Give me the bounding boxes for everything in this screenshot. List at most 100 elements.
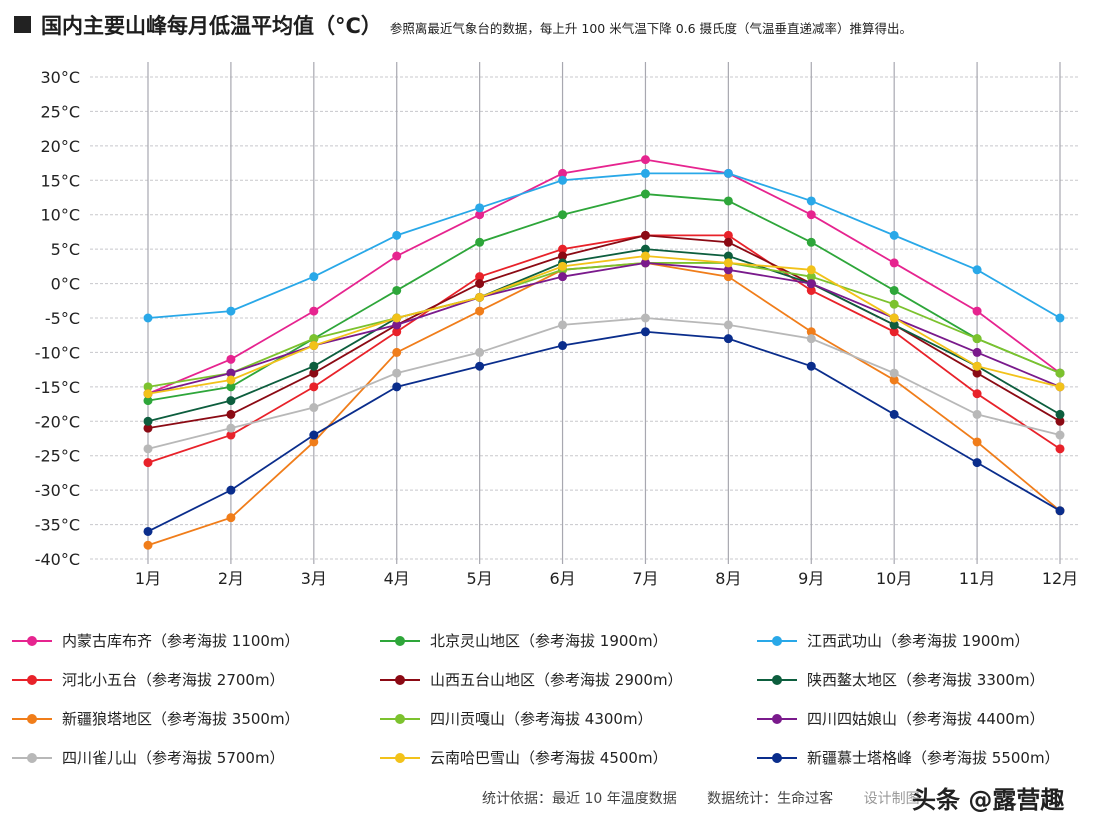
y-tick-label: 25°C: [40, 102, 80, 121]
data-point: [806, 272, 816, 282]
data-point: [806, 361, 816, 371]
data-point: [723, 237, 733, 247]
legend-item: 新疆狼塔地区（参考海拔 3500m）: [12, 708, 300, 729]
data-point: [475, 210, 485, 220]
x-tick-label: 3月: [301, 569, 327, 588]
legend-item: 四川贡嘎山（参考海拔 4300m）: [380, 708, 653, 729]
data-point: [475, 272, 485, 282]
y-tick-label: -15°C: [35, 378, 80, 397]
data-point: [143, 313, 153, 323]
data-point: [889, 409, 899, 419]
y-tick-label: 10°C: [40, 206, 80, 225]
data-point: [889, 320, 899, 330]
data-point: [723, 272, 733, 282]
data-point: [475, 292, 485, 302]
data-point: [143, 416, 153, 426]
data-point: [889, 285, 899, 295]
data-point: [889, 327, 899, 337]
data-point: [226, 306, 236, 316]
x-tick-label: 10月: [876, 569, 912, 588]
legend-label: 北京灵山地区（参考海拔 1900m）: [430, 632, 668, 650]
legend-marker-icon: [380, 712, 420, 726]
series-line: [147, 248, 1061, 423]
data-point: [889, 313, 899, 323]
legend-marker-icon: [757, 673, 797, 687]
y-tick-label: -40°C: [35, 550, 80, 569]
legend-label: 四川四姑娘山（参考海拔 4400m）: [807, 710, 1045, 728]
series-line: [147, 158, 1061, 395]
data-point: [309, 272, 319, 282]
data-point: [806, 285, 816, 295]
data-point: [226, 513, 236, 523]
data-point: [1055, 416, 1065, 426]
series-line: [147, 262, 1061, 395]
data-point: [723, 230, 733, 240]
y-tick-label: -10°C: [35, 343, 80, 362]
series-line: [147, 234, 1061, 464]
data-point: [558, 210, 568, 220]
data-point: [723, 334, 733, 344]
title-main: 国内主要山峰每月低温平均值（°C）: [41, 14, 382, 38]
data-point: [972, 334, 982, 344]
legend-marker-icon: [757, 751, 797, 765]
y-tick-label: 15°C: [40, 171, 80, 190]
legend-item: 陕西鳌太地区（参考海拔 3300m）: [757, 669, 1045, 690]
series-line: [147, 172, 1061, 319]
x-tick-label: 9月: [798, 569, 824, 588]
data-point: [226, 423, 236, 433]
data-point: [309, 334, 319, 344]
legend-item: 新疆慕士塔格峰（参考海拔 5500m）: [757, 747, 1060, 768]
series-line: [147, 317, 1061, 450]
data-point: [806, 279, 816, 289]
data-point: [143, 396, 153, 406]
data-point: [1055, 409, 1065, 419]
data-point: [1055, 506, 1065, 516]
data-point: [309, 403, 319, 413]
data-point: [392, 327, 402, 337]
data-point: [475, 306, 485, 316]
legend-label: 陕西鳌太地区（参考海拔 3300m）: [807, 671, 1045, 689]
legend-marker-icon: [757, 634, 797, 648]
data-point: [806, 237, 816, 247]
legend-label: 新疆慕士塔格峰（参考海拔 5500m）: [807, 749, 1060, 767]
data-point: [475, 237, 485, 247]
data-point: [558, 251, 568, 261]
data-point: [475, 279, 485, 289]
data-point: [889, 375, 899, 385]
data-point: [972, 306, 982, 316]
data-point: [392, 320, 402, 330]
data-point: [392, 347, 402, 357]
data-point: [723, 251, 733, 261]
data-point: [889, 258, 899, 268]
legend-item: 山西五台山地区（参考海拔 2900m）: [380, 669, 683, 690]
data-point: [143, 389, 153, 399]
data-point: [309, 361, 319, 371]
data-point: [1055, 368, 1065, 378]
data-point: [640, 258, 650, 268]
data-point: [226, 368, 236, 378]
legend-item: 北京灵山地区（参考海拔 1900m）: [380, 630, 668, 651]
legend-label: 江西武功山（参考海拔 1900m）: [807, 632, 1030, 650]
data-point: [640, 327, 650, 337]
data-point: [640, 251, 650, 261]
x-tick-label: 6月: [549, 569, 575, 588]
data-point: [392, 382, 402, 392]
data-point: [143, 423, 153, 433]
y-tick-label: -25°C: [35, 447, 80, 466]
data-point: [143, 444, 153, 454]
data-point: [806, 334, 816, 344]
series-line: [147, 234, 1061, 430]
data-point: [392, 313, 402, 323]
data-point: [309, 430, 319, 440]
data-point: [558, 244, 568, 254]
data-point: [226, 409, 236, 419]
data-point: [309, 368, 319, 378]
data-point: [309, 382, 319, 392]
data-point: [723, 258, 733, 268]
y-tick-label: 30°C: [40, 68, 80, 87]
data-point: [392, 251, 402, 261]
data-point: [723, 168, 733, 178]
legend-marker-icon: [12, 751, 52, 765]
x-tick-label: 5月: [467, 569, 493, 588]
